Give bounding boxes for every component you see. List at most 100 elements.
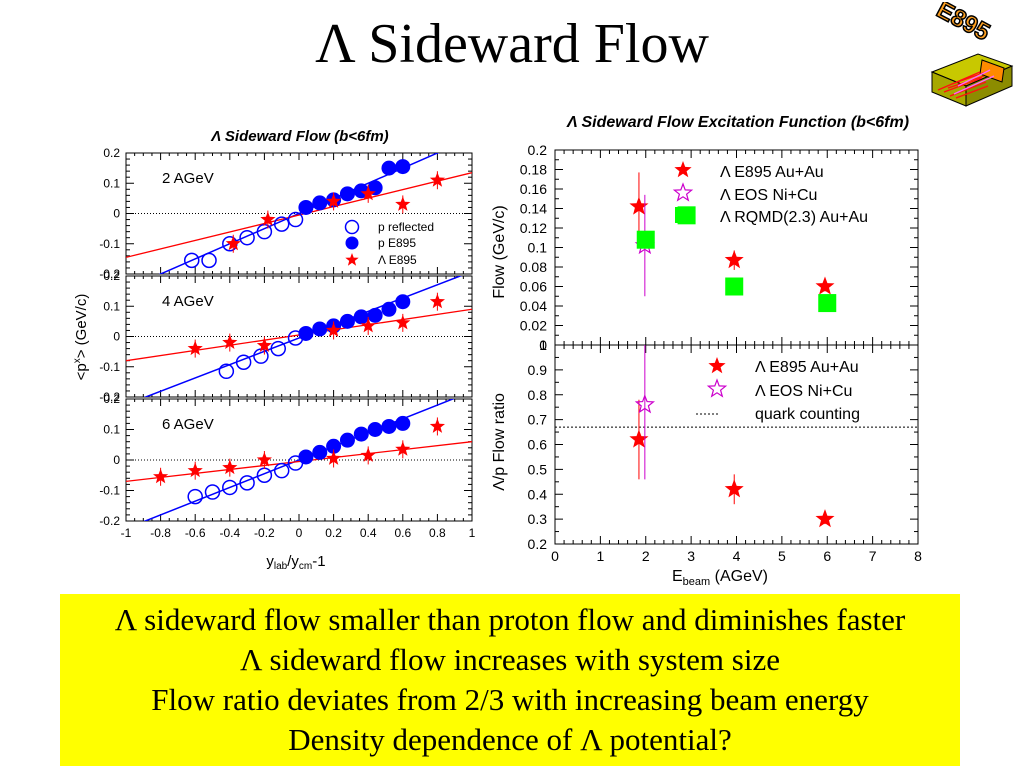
y-tick-label: 0.2 [528,536,548,552]
y-tick-label: 0.9 [528,362,548,378]
lambda-e895-point [256,337,272,352]
y-tick-label: 0.1 [103,423,120,437]
p-e895-point [298,449,314,465]
right-bottom-legend: Λ E895 Au+Au Λ EOS Ni+Cu quark counting [696,357,860,423]
left-xlabel: ylab/ycm-1 [266,553,325,572]
legend-top-e895: Λ E895 Au+Au [720,164,824,181]
right-top-legend: Λ E895 Au+Au Λ EOS Ni+Cu Λ RQMD(2.3) Au+… [672,161,868,226]
x-tick-label: 0 [551,548,559,564]
legend-bottom-e895: Λ E895 Au+Au [755,359,859,376]
x-tick-label: -0.2 [254,526,275,540]
p-e895-point [312,321,328,337]
energy-label: 6 AGeV [162,416,214,433]
p-reflected-point [273,216,290,232]
right-top-ylabel: Flow (GeV/c) [491,205,508,298]
lambda-e895-point [326,193,342,208]
lambda-e895-point [395,441,411,456]
energy-label: 2 AGeV [162,170,214,187]
y-tick-label: 0.1 [103,176,120,190]
p-e895-point [395,294,411,310]
legend-marker-eos-bottom [706,378,728,398]
y-tick-label: 0.1 [528,240,548,256]
p-reflected-point [287,211,304,228]
y-tick-label: 0.2 [103,392,120,406]
p-reflected-point [253,348,269,364]
rqmd-flow-point [636,230,655,249]
y-tick-label: -0.2 [99,267,120,281]
y-tick-label: 1 [539,337,547,353]
legend-marker-e895-top [674,161,692,178]
x-tick-label: 0.6 [394,526,411,540]
p-reflected-point [235,354,252,370]
lambda-e895-point [256,452,272,467]
p-e895-point [367,307,383,323]
left-marks [126,153,472,521]
rqmd-flow-point [725,277,744,296]
p-e895-point [381,160,397,176]
legend-marker-p-reflected [344,219,360,235]
right-axes: 00.020.040.060.080.10.120.140.160.180.20… [520,142,922,564]
lambda-e895-point [429,418,445,433]
legend-label-lambda-e895: Λ E895 [378,253,417,267]
right-xlabel: Ebeam (AGeV) [672,568,768,588]
p-reflected-point [183,252,200,269]
x-tick-label: -0.4 [219,526,240,540]
panel-marks [126,399,472,521]
x-tick-label: -0.8 [150,526,171,540]
p-e895-point [339,432,355,448]
legend-top-eos: Λ EOS Ni+Cu [720,187,817,204]
p-e895-point [395,159,411,175]
right-chart-title: Λ Sideward Flow Excitation Function (b<6… [566,114,909,131]
bottom-panel-frame [554,344,919,545]
lambda-e895-point [429,293,445,309]
lambda-e895-point [187,462,203,478]
lambda-e895-point [326,450,342,465]
p-reflected-point [239,475,255,491]
x-tick-label: 3 [687,548,695,564]
x-tick-label: 8 [914,548,922,564]
proton-fit-line [143,399,455,521]
left-axes: -0.2 -0.1 0 0.1 0.2 2 AGeV -0.2 -0.1 0 0.1 0.2 4 AG… [99,146,475,540]
y-tick-label: 0.02 [520,318,547,334]
legend-marker-p-e895 [345,236,359,250]
y-tick-label: 0 [113,207,120,221]
x-tick-label: 0.2 [325,526,342,540]
y-tick-label: 0.2 [103,146,120,160]
lambda-e895-point [429,172,445,187]
x-tick-label: -1 [121,526,132,540]
panel-marks [126,276,472,397]
summary-box: Λ sideward flow smaller than proton flow… [60,594,960,766]
energy-label: 4 AGeV [162,293,214,310]
y-tick-label: 0.18 [520,162,547,178]
right-bottom-ylabel: Λ/p Flow ratio [491,393,508,491]
x-tick-label: 7 [869,548,877,564]
p-reflected-point [187,488,203,505]
legend-marker-eos-top [672,182,694,202]
y-tick-label: 0.2 [103,269,120,283]
lambda-e895-point [395,196,411,211]
lambda-e895-point [225,235,241,251]
summary-line-3: Flow ratio deviates from 2/3 with increa… [151,682,869,717]
y-tick-label: -0.1 [99,484,120,498]
e895-flow-point [724,250,744,269]
x-tick-label: 1 [469,526,476,540]
y-tick-label: 0.4 [528,486,548,502]
summary-line-4: Density dependence of Λ potential? [288,722,732,757]
lambda-e895-point [187,340,203,356]
y-tick-label: 0.06 [520,279,547,295]
lambda-e895-point [360,185,376,201]
p-reflected-point [256,223,273,240]
lambda-e895-point [153,468,169,484]
lambda-fit-line [126,172,472,258]
legend-bottom-quark: quark counting [755,406,860,423]
e895-logo: E895 [930,2,1014,107]
legend-label-p-reflected: p reflected [378,220,434,234]
p-e895-point [353,309,369,325]
y-tick-label: 0.08 [520,259,547,275]
left-ylabel: <px> (GeV/c) [72,294,90,381]
lambda-fit-line [126,441,472,482]
lambda-e895-point [360,447,376,462]
lambda-e895-point [222,459,238,475]
y-tick-label: 0.7 [528,412,548,428]
legend-bottom-eos: Λ EOS Ni+Cu [755,383,852,400]
